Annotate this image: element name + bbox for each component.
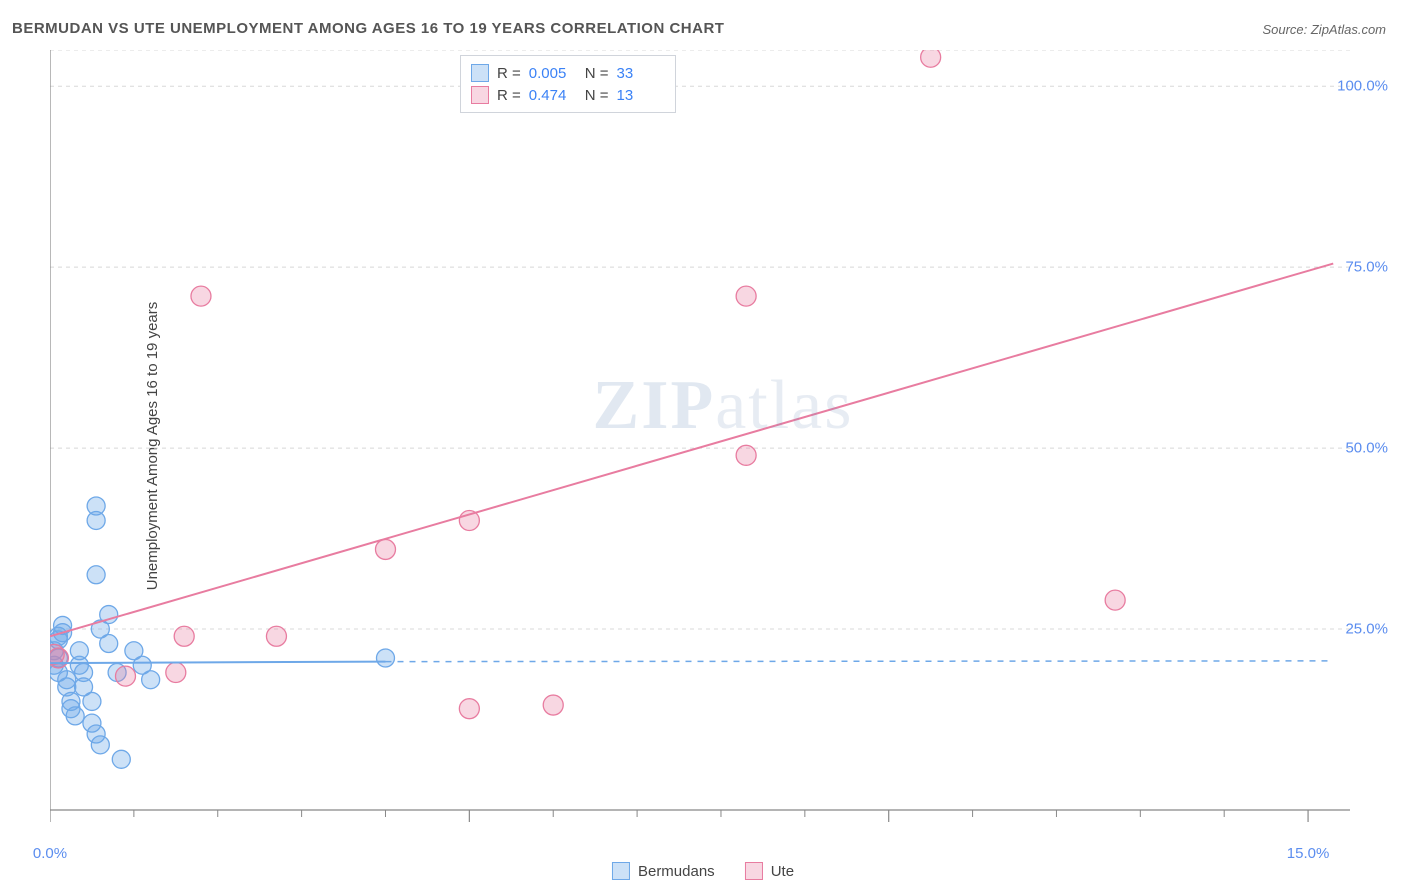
stats-row: R = 0.005 N = 33 (471, 62, 665, 84)
legend-swatch (471, 64, 489, 82)
stats-box: R = 0.005 N = 33 R = 0.474 N = 13 (460, 55, 676, 113)
legend-label: Ute (771, 863, 794, 880)
stat-r-label: R = (497, 87, 521, 104)
y-tick-label: 75.0% (1345, 259, 1388, 276)
y-tick-label: 25.0% (1345, 621, 1388, 638)
stats-row: R = 0.474 N = 13 (471, 84, 665, 106)
x-tick-label: 0.0% (33, 845, 67, 862)
y-tick-label: 50.0% (1345, 440, 1388, 457)
stat-n-value: 13 (617, 87, 665, 104)
legend-swatch (471, 86, 489, 104)
chart-title: BERMUDAN VS UTE UNEMPLOYMENT AMONG AGES … (12, 20, 724, 37)
x-tick-label: 15.0% (1287, 845, 1330, 862)
y-tick-label: 100.0% (1337, 78, 1388, 95)
stat-r-label: R = (497, 65, 521, 82)
legend: Bermudans Ute (612, 862, 794, 880)
legend-swatch (612, 862, 630, 880)
chart-area: ZIPatlas (50, 50, 1396, 842)
stat-r-value: 0.005 (529, 65, 577, 82)
legend-item: Ute (745, 862, 794, 880)
source-label: Source: ZipAtlas.com (1262, 22, 1386, 37)
scatter-chart (50, 50, 1396, 842)
stat-n-label: N = (585, 87, 609, 104)
legend-label: Bermudans (638, 863, 715, 880)
stat-n-value: 33 (617, 65, 665, 82)
stat-r-value: 0.474 (529, 87, 577, 104)
legend-item: Bermudans (612, 862, 715, 880)
stat-n-label: N = (585, 65, 609, 82)
legend-swatch (745, 862, 763, 880)
